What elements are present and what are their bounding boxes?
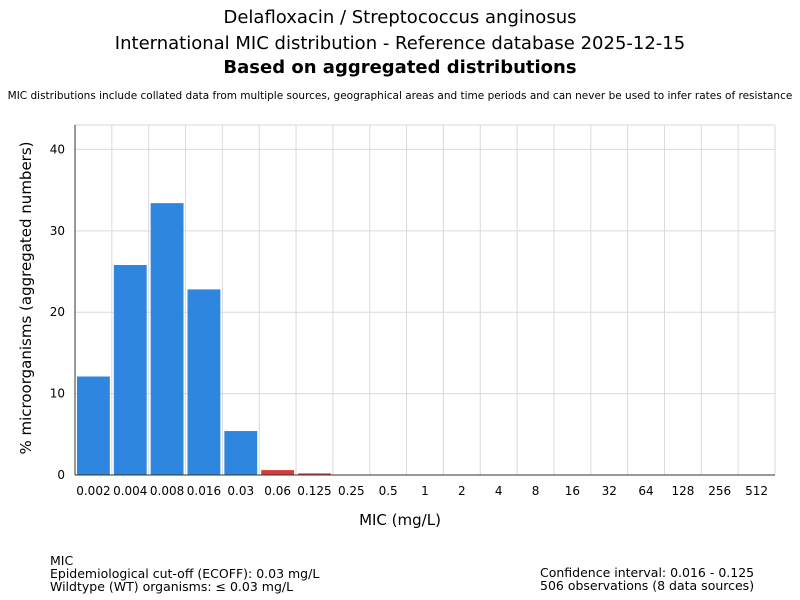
x-tick-label: 0.125: [297, 484, 331, 498]
x-tick-label: 512: [745, 484, 768, 498]
bars-group: [77, 203, 331, 476]
y-tick-labels: 0 10 20 30 40: [50, 142, 65, 482]
y-tick-label: 30: [50, 224, 65, 238]
y-tick-label: 0: [57, 468, 65, 482]
bar-0.06: [261, 470, 295, 475]
bar-0.125: [298, 473, 331, 475]
x-tick-label: 16: [565, 484, 580, 498]
y-tick-label: 10: [50, 387, 65, 401]
x-tick-label: 2: [458, 484, 466, 498]
axes: [74, 125, 775, 476]
footer-mic-label: MIC: [50, 553, 74, 568]
footer-observations: 506 observations (8 data sources): [540, 578, 755, 593]
x-axis-label: MIC (mg/L): [359, 511, 441, 529]
x-tick-label: 0.06: [264, 484, 291, 498]
x-tick-label: 4: [495, 484, 503, 498]
footer-ecoff: Epidemiological cut-off (ECOFF): 0.03 mg…: [50, 566, 320, 581]
grid-lines: [75, 124, 776, 475]
x-tick-label: 0.008: [150, 484, 184, 498]
bar-0.03: [224, 431, 258, 475]
bar-0.002: [77, 376, 110, 475]
bar-0.004: [113, 265, 147, 475]
footer-left: MIC Epidemiological cut-off (ECOFF): 0.0…: [50, 554, 319, 593]
footer-wildtype: Wildtype (WT) organisms: ≤ 0.03 mg/L: [50, 579, 294, 594]
x-tick-label: 128: [671, 484, 694, 498]
chart-title-line1: Delafloxacin / Streptococcus anginosus: [223, 7, 577, 28]
y-tick-label: 20: [50, 305, 65, 319]
bar-0.016: [187, 289, 221, 475]
x-tick-label: 32: [602, 484, 617, 498]
x-tick-label: 0.03: [227, 484, 254, 498]
disclaimer-note: MIC distributions include collated data …: [7, 90, 793, 102]
chart-title-line2: International MIC distribution - Referen…: [114, 33, 686, 54]
x-tick-labels: 0.002 0.004 0.008 0.016 0.03 0.06 0.125 0.25 0.5…: [76, 484, 768, 498]
footer-right: Confidence interval: 0.016 - 0.125 506 o…: [540, 566, 754, 592]
x-tick-label: 0.016: [187, 484, 221, 498]
bar-0.008: [150, 203, 184, 476]
y-axis-label: % microorganisms (aggregated numbers): [17, 141, 35, 454]
x-tick-label: 0.25: [338, 484, 365, 498]
x-tick-label: 1: [421, 484, 429, 498]
x-tick-label: 8: [532, 484, 540, 498]
x-tick-label: 0.004: [113, 484, 147, 498]
x-tick-label: 256: [708, 484, 731, 498]
y-tick-label: 40: [50, 142, 65, 156]
x-tick-label: 0.5: [379, 484, 398, 498]
chart-subtitle: Based on aggregated distributions: [223, 57, 577, 78]
footer-confidence-interval: Confidence interval: 0.016 - 0.125: [540, 565, 755, 580]
x-tick-label: 0.002: [76, 484, 110, 498]
x-tick-label: 64: [638, 484, 653, 498]
